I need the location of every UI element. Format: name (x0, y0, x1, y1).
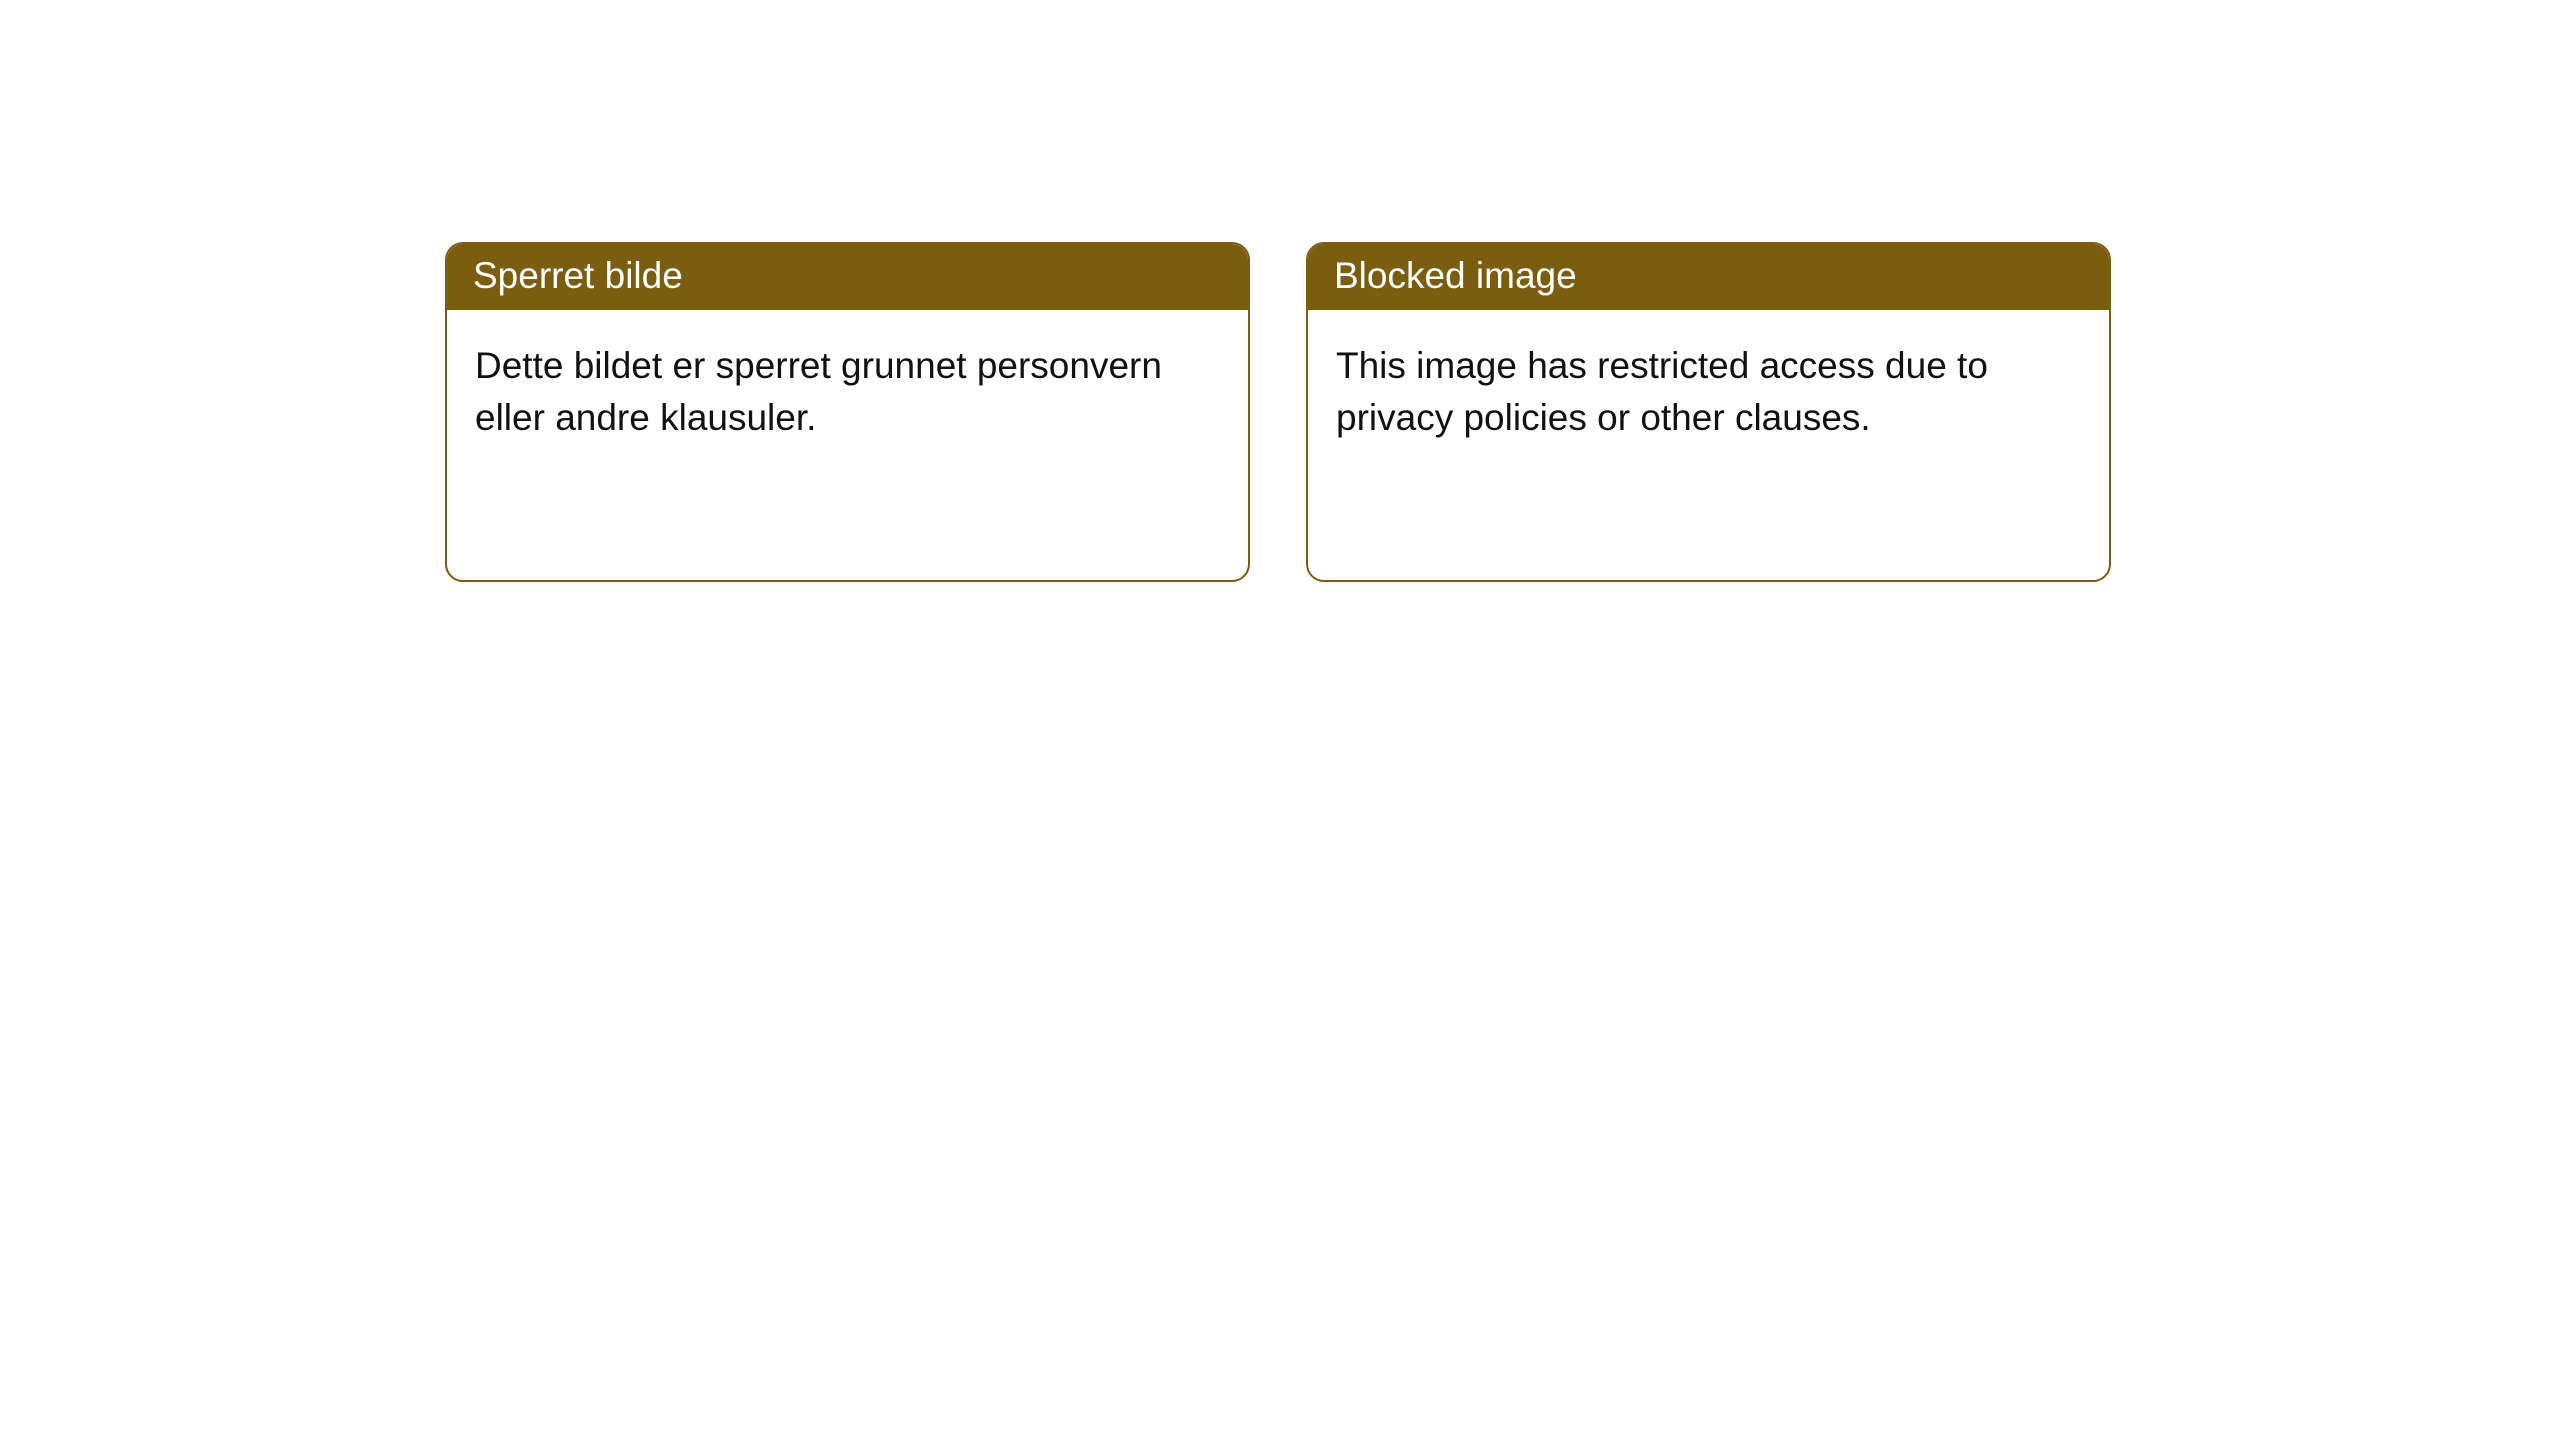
notice-title-english: Blocked image (1308, 244, 2109, 310)
notice-container: Sperret bilde Dette bildet er sperret gr… (0, 0, 2560, 582)
notice-title-norwegian: Sperret bilde (447, 244, 1248, 310)
notice-body-english: This image has restricted access due to … (1308, 310, 2109, 580)
notice-card-norwegian: Sperret bilde Dette bildet er sperret gr… (445, 242, 1250, 582)
notice-card-english: Blocked image This image has restricted … (1306, 242, 2111, 582)
notice-body-norwegian: Dette bildet er sperret grunnet personve… (447, 310, 1248, 580)
